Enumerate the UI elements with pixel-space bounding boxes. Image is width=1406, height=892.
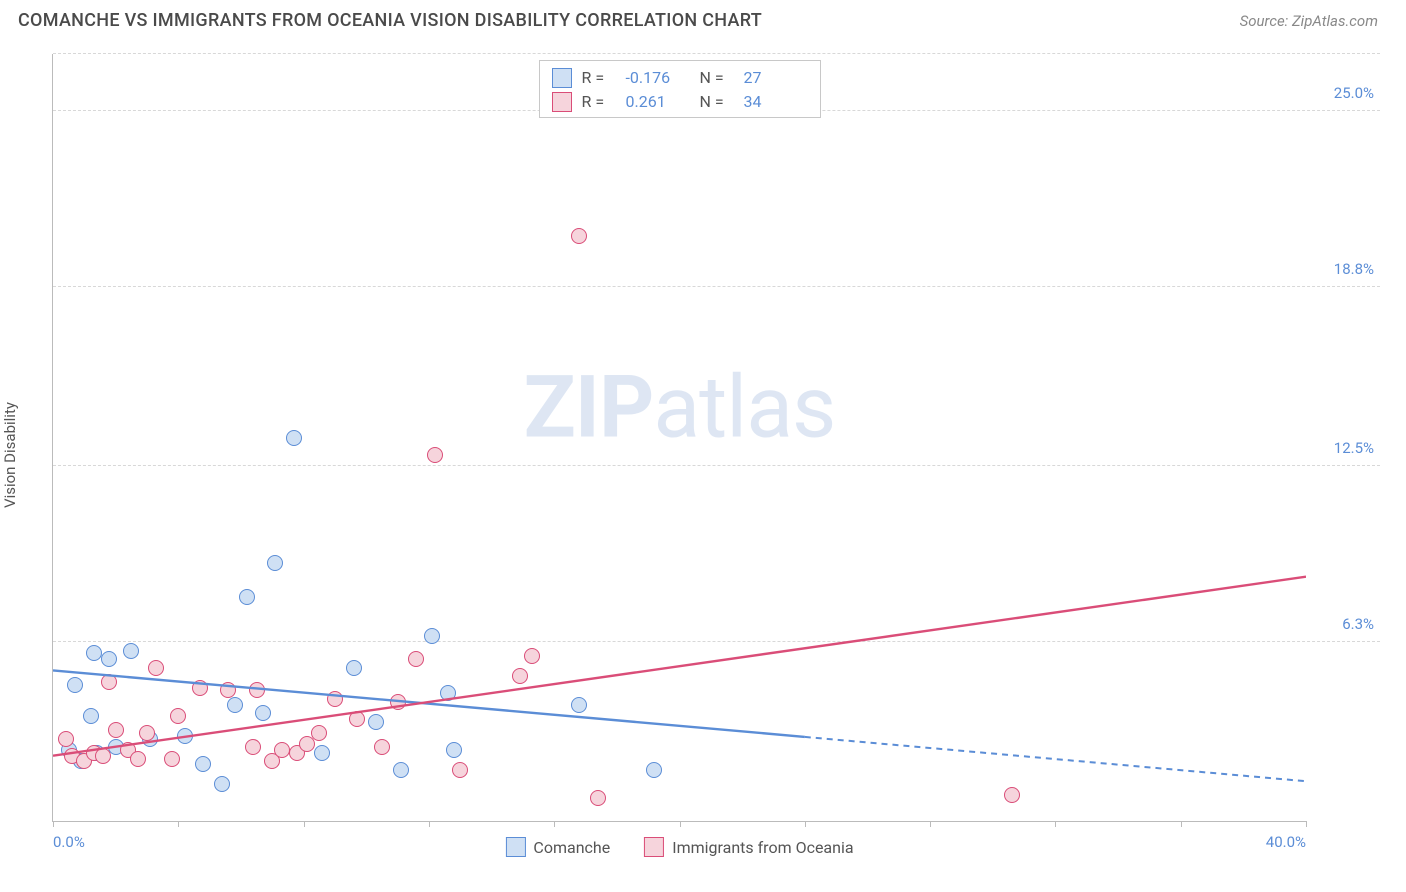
point-comanche: [267, 555, 283, 571]
x-tick-label: 40.0%: [1266, 833, 1306, 851]
point-comanche: [239, 589, 255, 605]
point-oceania: [427, 447, 443, 463]
x-tick: [304, 821, 305, 827]
point-oceania: [390, 694, 406, 710]
point-oceania: [245, 739, 261, 755]
point-oceania: [148, 660, 164, 676]
swatch-oceania: [552, 92, 572, 112]
trend-comanche-extrapolated: [805, 737, 1306, 781]
point-comanche: [67, 677, 83, 693]
chart-container: Vision Disability ZIPatlas R = -0.176 N …: [18, 44, 1380, 866]
point-comanche: [101, 651, 117, 667]
point-oceania: [524, 648, 540, 664]
point-comanche: [440, 685, 456, 701]
chart-title: COMANCHE VS IMMIGRANTS FROM OCEANIA VISI…: [18, 10, 762, 31]
point-oceania: [108, 722, 124, 738]
point-oceania: [164, 751, 180, 767]
point-comanche: [286, 430, 302, 446]
point-oceania: [130, 751, 146, 767]
point-comanche: [227, 697, 243, 713]
r-value-comanche: -0.176: [626, 66, 690, 90]
point-oceania: [299, 736, 315, 752]
point-oceania: [170, 708, 186, 724]
source-attribution: Source: ZipAtlas.com: [1240, 12, 1378, 30]
x-tick: [554, 821, 555, 827]
point-comanche: [314, 745, 330, 761]
point-oceania: [327, 691, 343, 707]
point-comanche: [123, 643, 139, 659]
point-oceania: [408, 651, 424, 667]
point-comanche: [446, 742, 462, 758]
y-tick-label: 6.3%: [1342, 615, 1374, 633]
x-tick: [930, 821, 931, 827]
trend-comanche: [53, 670, 805, 736]
watermark: ZIPatlas: [524, 356, 836, 457]
stats-row-comanche: R = -0.176 N = 27: [552, 66, 808, 90]
stats-legend: R = -0.176 N = 27 R = 0.261 N = 34: [539, 60, 821, 118]
point-oceania: [1004, 787, 1020, 803]
point-oceania: [58, 731, 74, 747]
x-tick: [53, 821, 54, 827]
y-tick-label: 25.0%: [1334, 84, 1374, 102]
legend-item-oceania: Immigrants from Oceania: [644, 837, 853, 857]
swatch-comanche: [552, 68, 572, 88]
n-value-oceania: 34: [744, 90, 808, 114]
point-oceania: [311, 725, 327, 741]
x-tick-label: 0.0%: [53, 833, 85, 851]
y-tick-label: 12.5%: [1334, 439, 1374, 457]
point-comanche: [368, 714, 384, 730]
gridline: [53, 53, 1380, 54]
point-oceania: [249, 682, 265, 698]
stats-row-oceania: R = 0.261 N = 34: [552, 90, 808, 114]
plot-area: ZIPatlas R = -0.176 N = 27 R = 0.261 N =…: [52, 54, 1306, 822]
point-oceania: [139, 725, 155, 741]
legend-item-comanche: Comanche: [505, 837, 610, 857]
point-comanche: [255, 705, 271, 721]
point-comanche: [393, 762, 409, 778]
r-value-oceania: 0.261: [626, 90, 690, 114]
point-comanche: [214, 776, 230, 792]
point-comanche: [571, 697, 587, 713]
gridline: [53, 286, 1380, 287]
point-oceania: [95, 748, 111, 764]
point-comanche: [424, 628, 440, 644]
point-oceania: [274, 742, 290, 758]
x-tick: [178, 821, 179, 827]
gridline: [53, 641, 1380, 642]
x-tick: [1055, 821, 1056, 827]
trend-oceania: [53, 577, 1306, 756]
x-tick: [429, 821, 430, 827]
point-comanche: [346, 660, 362, 676]
x-tick: [805, 821, 806, 827]
point-oceania: [374, 739, 390, 755]
point-oceania: [349, 711, 365, 727]
series-legend: Comanche Immigrants from Oceania: [505, 837, 853, 857]
n-value-comanche: 27: [744, 66, 808, 90]
point-oceania: [571, 228, 587, 244]
point-oceania: [590, 790, 606, 806]
point-comanche: [83, 708, 99, 724]
point-oceania: [452, 762, 468, 778]
gridline: [53, 465, 1380, 466]
point-oceania: [192, 680, 208, 696]
x-tick: [1181, 821, 1182, 827]
y-axis-label: Vision Disability: [1, 402, 19, 508]
point-comanche: [646, 762, 662, 778]
y-tick-label: 18.8%: [1334, 260, 1374, 278]
point-oceania: [512, 668, 528, 684]
point-oceania: [220, 682, 236, 698]
x-tick: [680, 821, 681, 827]
point-comanche: [177, 728, 193, 744]
point-oceania: [101, 674, 117, 690]
point-comanche: [86, 645, 102, 661]
point-comanche: [195, 756, 211, 772]
x-tick: [1306, 821, 1307, 827]
